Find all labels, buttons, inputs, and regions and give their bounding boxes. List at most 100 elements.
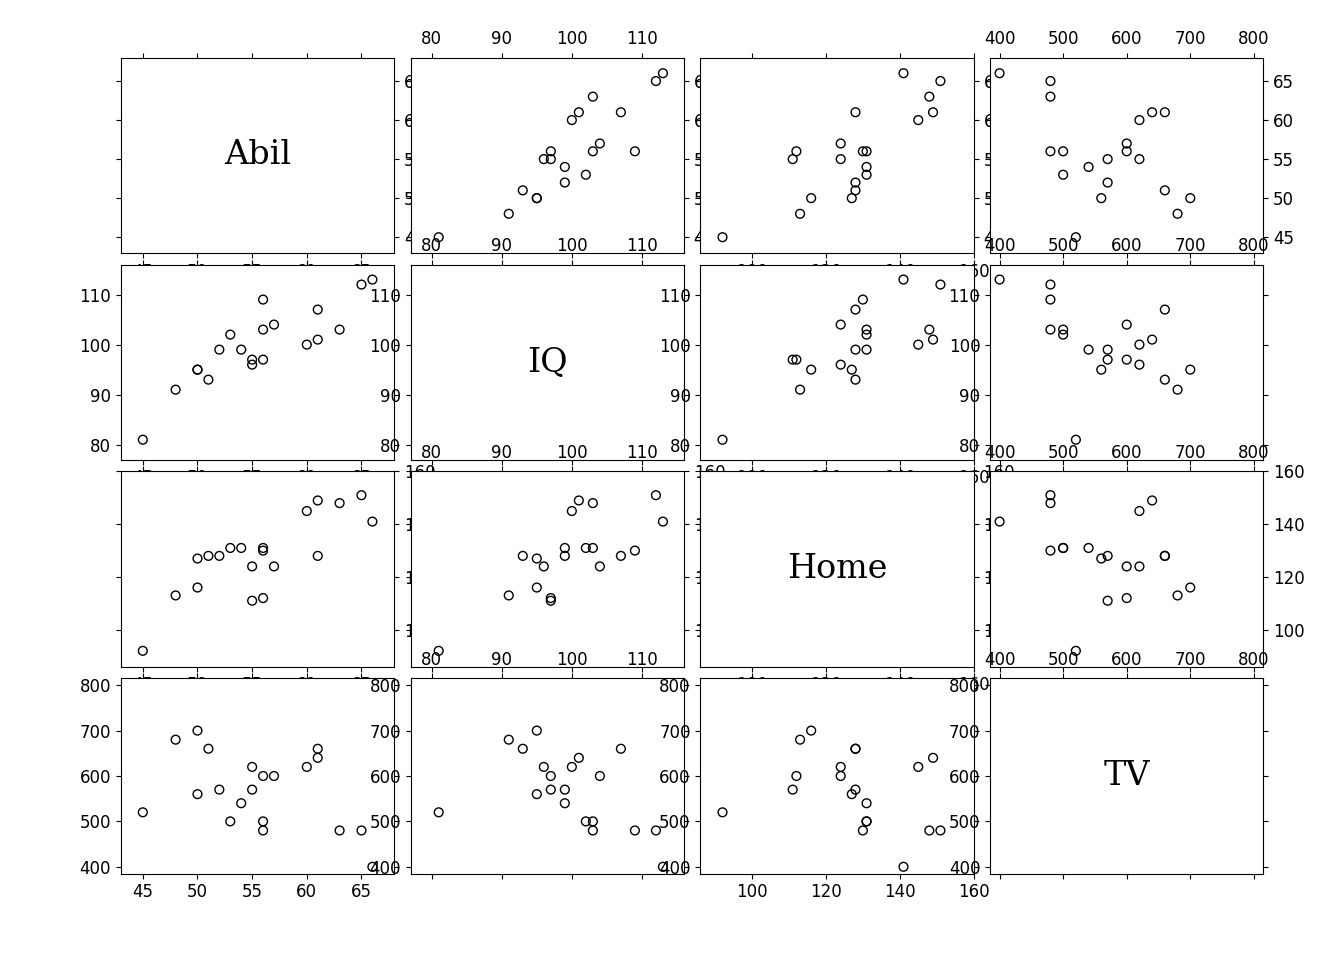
Point: [306, 548, 328, 564]
Point: [930, 73, 952, 88]
Point: [1040, 488, 1062, 503]
Point: [554, 159, 575, 175]
Point: [219, 814, 241, 829]
Point: [351, 823, 372, 838]
Point: [1116, 135, 1137, 151]
Point: [554, 782, 575, 798]
Point: [1129, 503, 1150, 518]
Point: [922, 105, 943, 120]
Point: [1040, 322, 1062, 337]
Point: [841, 190, 863, 205]
Point: [918, 89, 939, 105]
Point: [801, 190, 823, 205]
Point: [329, 823, 351, 838]
Point: [427, 804, 449, 820]
Point: [253, 292, 274, 307]
Point: [132, 432, 153, 447]
Point: [582, 89, 603, 105]
Point: [852, 144, 874, 159]
Point: [540, 768, 562, 783]
Point: [253, 814, 274, 829]
Point: [1064, 643, 1086, 659]
Point: [1180, 362, 1202, 377]
Point: [219, 327, 241, 343]
Point: [645, 488, 667, 503]
Point: [1154, 548, 1176, 564]
Point: [263, 317, 285, 332]
Point: [1097, 342, 1118, 357]
Point: [989, 65, 1011, 81]
Point: [1167, 588, 1188, 603]
Point: [1097, 352, 1118, 368]
Point: [306, 332, 328, 348]
Point: [296, 337, 317, 352]
Point: [1097, 593, 1118, 609]
Point: [132, 643, 153, 659]
Point: [1040, 495, 1062, 511]
Point: [1052, 167, 1074, 182]
Point: [208, 342, 230, 357]
Point: [845, 175, 867, 190]
Point: [526, 580, 547, 595]
Point: [930, 823, 952, 838]
Point: [1040, 89, 1062, 105]
Point: [560, 503, 582, 518]
Point: [253, 352, 274, 368]
Point: [856, 814, 878, 829]
Point: [1154, 301, 1176, 317]
Point: [242, 782, 263, 798]
Point: [856, 322, 878, 337]
Point: [1167, 382, 1188, 397]
Text: Abil: Abil: [224, 139, 292, 171]
Point: [856, 144, 878, 159]
Point: [589, 135, 610, 151]
Point: [1129, 152, 1150, 167]
Point: [582, 823, 603, 838]
Point: [540, 144, 562, 159]
Point: [782, 352, 804, 368]
Point: [554, 175, 575, 190]
Point: [575, 814, 597, 829]
Point: [845, 741, 867, 756]
Point: [712, 804, 734, 820]
Point: [362, 859, 383, 875]
Point: [831, 317, 852, 332]
Point: [1064, 432, 1086, 447]
Point: [560, 112, 582, 128]
Point: [253, 768, 274, 783]
Point: [1116, 590, 1137, 606]
Point: [789, 732, 810, 747]
Point: [712, 229, 734, 245]
Point: [187, 723, 208, 738]
Point: [1180, 190, 1202, 205]
Point: [831, 768, 852, 783]
Point: [187, 580, 208, 595]
Point: [845, 741, 867, 756]
Point: [569, 492, 590, 508]
Point: [1078, 159, 1099, 175]
Point: [569, 750, 590, 765]
Point: [645, 73, 667, 88]
Point: [165, 588, 187, 603]
Point: [1064, 229, 1086, 245]
Point: [856, 167, 878, 182]
Point: [534, 759, 555, 775]
Point: [208, 548, 230, 564]
Point: [845, 372, 867, 387]
Point: [1090, 362, 1111, 377]
Point: [786, 768, 808, 783]
Point: [329, 495, 351, 511]
Point: [1097, 175, 1118, 190]
Point: [801, 362, 823, 377]
Point: [242, 759, 263, 775]
Point: [512, 741, 534, 756]
Point: [499, 732, 520, 747]
Point: [253, 823, 274, 838]
Point: [569, 105, 590, 120]
Point: [782, 782, 804, 798]
Point: [1141, 332, 1163, 348]
Point: [187, 551, 208, 566]
Point: [329, 322, 351, 337]
Point: [786, 352, 808, 368]
Point: [841, 786, 863, 802]
